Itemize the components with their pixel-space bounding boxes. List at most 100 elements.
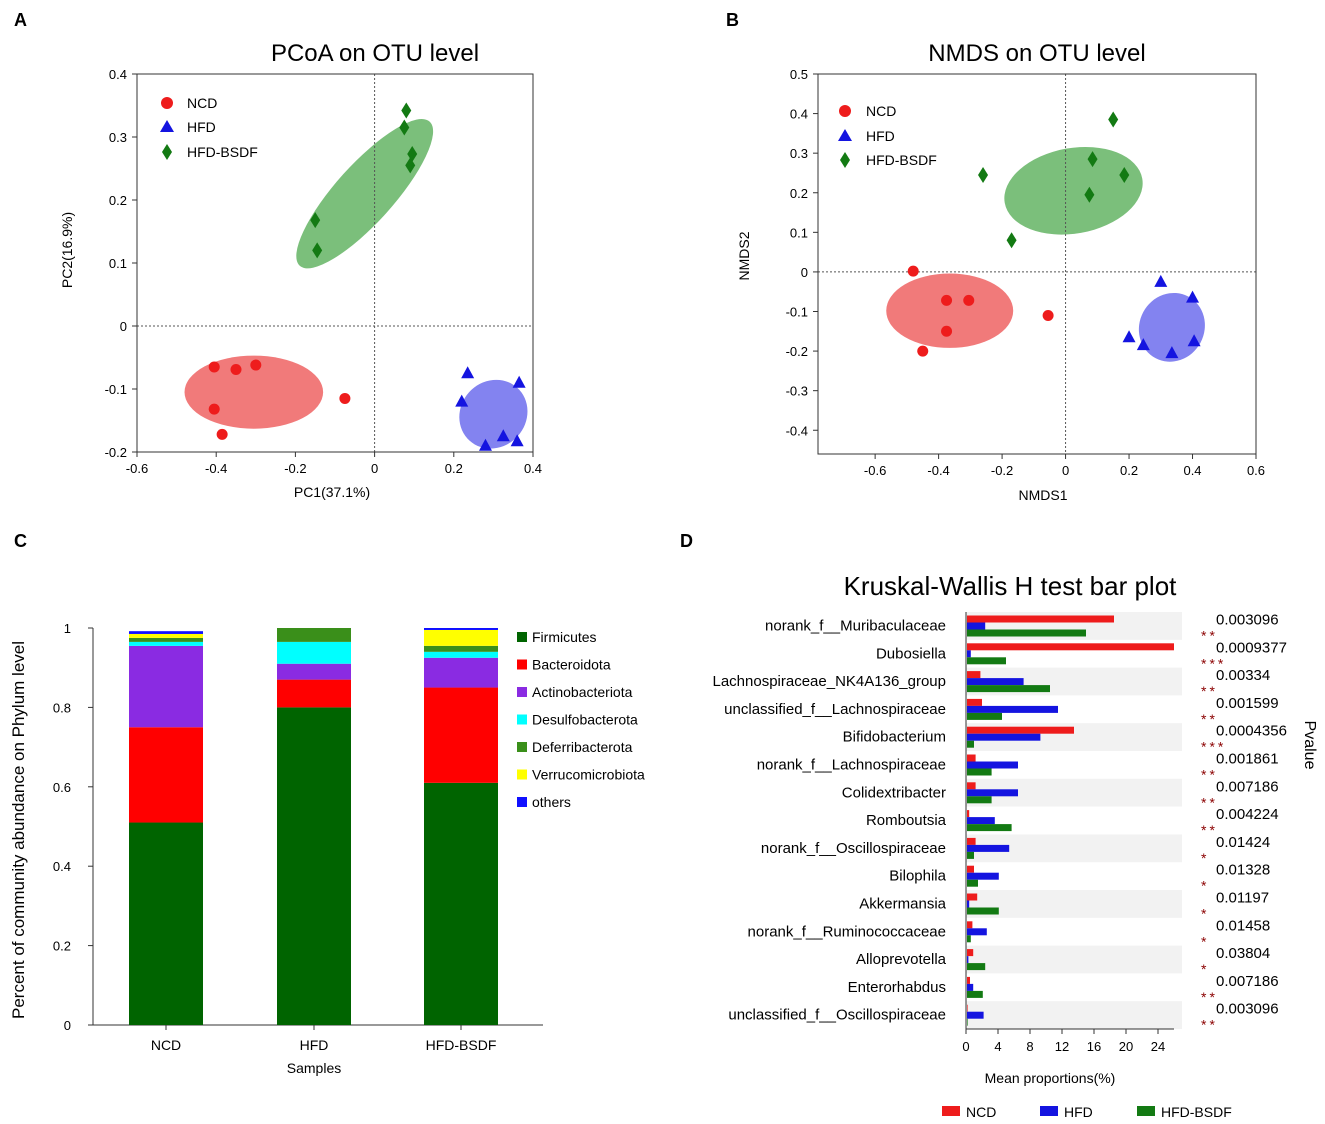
- ncd-point: [208, 403, 220, 415]
- mean-proportion-bar: [967, 907, 999, 915]
- legend-hfd-label: HFD: [1064, 1104, 1093, 1120]
- hfd-bsdf-point: [1084, 186, 1095, 203]
- y-tick-label: -0.2: [786, 344, 808, 359]
- x-tick-label: 0.2: [1120, 463, 1138, 478]
- genus-label: norank_f__Ruminococcaceae: [748, 923, 946, 940]
- legend-label: Verrucomicrobiota: [532, 767, 645, 783]
- hfd-point: [1122, 330, 1136, 343]
- mean-proportion-bar: [967, 935, 971, 943]
- legend-label: Firmicutes: [532, 629, 597, 645]
- y-tick-label: 0: [120, 319, 127, 334]
- mean-proportion-bar: [967, 990, 983, 998]
- pcoa-plot-area: -0.6 -0.4 -0.2 0 0.2 0.4 -0.2 -0.1 0 0.1 0.2 0.3 0.4: [105, 67, 542, 476]
- group-ellipse: [296, 119, 434, 269]
- genus-label: Akkermansia: [859, 896, 946, 913]
- legend-swatch: [517, 687, 527, 697]
- panel-b-letter: B: [726, 10, 739, 30]
- mean-proportion-bar: [967, 782, 976, 790]
- mean-proportion-bar: [967, 983, 974, 991]
- hfd-bsdf-point: [1108, 111, 1119, 128]
- x-tick-label: -0.4: [927, 463, 949, 478]
- mean-proportion-bar: [967, 810, 970, 818]
- mean-proportion-bar: [967, 712, 1002, 720]
- hfd-point: [1165, 346, 1179, 359]
- x-tick-label: NCD: [151, 1037, 181, 1053]
- panel-c-legend: Firmicutes Bacteroidota Actinobacteriota De…: [517, 629, 645, 810]
- legend-ncd-label: NCD: [187, 95, 217, 111]
- significance-stars: **: [1201, 794, 1218, 810]
- legend-swatch: [517, 742, 527, 752]
- panel-a-y-label: PC2(16.9%): [59, 212, 75, 288]
- legend-label: others: [532, 794, 571, 810]
- p-value-label: 0.03804: [1216, 945, 1270, 962]
- panel-c-x-label: Samples: [287, 1060, 341, 1076]
- group-ellipse: [459, 379, 528, 449]
- stacked-bar-segment: [129, 822, 203, 1025]
- mean-proportion-bar: [967, 629, 1086, 637]
- genus-label: Dubosiella: [876, 645, 947, 662]
- row-band: [966, 1001, 1182, 1029]
- significance-stars: ***: [1201, 655, 1226, 671]
- hfd-point: [510, 434, 524, 447]
- genus-label: unclassified_f__Lachnospiraceae: [724, 701, 946, 718]
- x-tick-label: 0: [371, 461, 378, 476]
- significance-stars: **: [1201, 711, 1218, 727]
- p-value-label: 0.003096: [1216, 612, 1279, 629]
- x-tick-label: -0.6: [126, 461, 148, 476]
- mean-proportion-bar: [967, 761, 1018, 769]
- stacked-bar-segment: [129, 641, 203, 646]
- legend-ncd-label: NCD: [866, 103, 896, 119]
- ncd-point: [1042, 309, 1054, 321]
- mean-proportion-bar: [967, 956, 969, 964]
- ncd-point: [230, 363, 242, 375]
- panel-b-title: NMDS on OTU level: [928, 40, 1145, 67]
- p-value-label: 0.0004356: [1216, 723, 1287, 740]
- hfd-point: [461, 366, 475, 379]
- p-value-label: 0.01424: [1216, 834, 1270, 851]
- mean-proportion-bar: [967, 650, 971, 658]
- p-value-label: 0.0009377: [1216, 639, 1287, 656]
- y-tick-label: 0: [801, 265, 808, 280]
- stacked-bar-segment: [424, 657, 498, 688]
- panel-d-pvalue-label: Pvalue: [1301, 721, 1318, 770]
- stacked-bar-segment: [129, 637, 203, 642]
- significance-stars: ***: [1201, 739, 1226, 755]
- y-tick-label: 0.1: [109, 256, 127, 271]
- stacked-bar-segment: [129, 631, 203, 634]
- mean-proportion-bar: [967, 844, 1010, 852]
- plot-frame: [817, 73, 1257, 455]
- hfd-point: [512, 375, 526, 388]
- legend-label: Actinobacteriota: [532, 684, 633, 700]
- panel-a-legend: NCD HFD HFD-BSDF: [160, 95, 258, 160]
- mean-proportion-bar: [967, 733, 1041, 741]
- hfd-point: [1136, 338, 1150, 351]
- x-tick-label: 0.4: [1183, 463, 1201, 478]
- hfd-point: [1186, 290, 1200, 303]
- panel-c: C 0 0.2 0.4 0.6 0.8 1 NCD HFD HFD-BSDF Samples P…: [9, 531, 645, 1076]
- mean-proportion-bar: [967, 657, 1006, 665]
- panel-a: A PCoA on OTU level -0.6 -0.4 -0.2 0 0.2 0.4-…: [14, 10, 542, 500]
- group-ellipse: [1004, 146, 1143, 235]
- hfd-bsdf-point: [978, 166, 989, 183]
- mean-proportion-bar: [967, 879, 978, 887]
- panel-d-letter: D: [680, 531, 693, 551]
- mean-proportion-bar: [967, 698, 982, 706]
- y-tick-label: -0.2: [105, 445, 127, 460]
- mean-proportion-bar: [967, 754, 976, 762]
- mean-proportion-bar: [967, 622, 986, 630]
- legend-ncd-marker: [839, 105, 851, 117]
- ncd-point: [963, 294, 975, 306]
- p-value-label: 0.003096: [1216, 1001, 1279, 1018]
- kruskal-bar-plot-area: 0 4 8 12 16 20 24 norank_f__Muribaculaceae 0.003…: [712, 612, 1286, 1055]
- y-tick-label: 0.5: [790, 67, 808, 82]
- x-tick-label: -0.2: [991, 463, 1013, 478]
- significance-stars: **: [1201, 822, 1218, 838]
- panel-a-letter: A: [14, 10, 27, 30]
- mean-proportion-bar: [967, 740, 974, 748]
- y-tick-label: 0: [64, 1018, 71, 1033]
- legend-hfd-marker: [838, 129, 852, 141]
- genus-label: Colidextribacter: [842, 784, 946, 801]
- significance-stars: *: [1201, 906, 1209, 922]
- genus-label: Bifidobacterium: [843, 729, 946, 746]
